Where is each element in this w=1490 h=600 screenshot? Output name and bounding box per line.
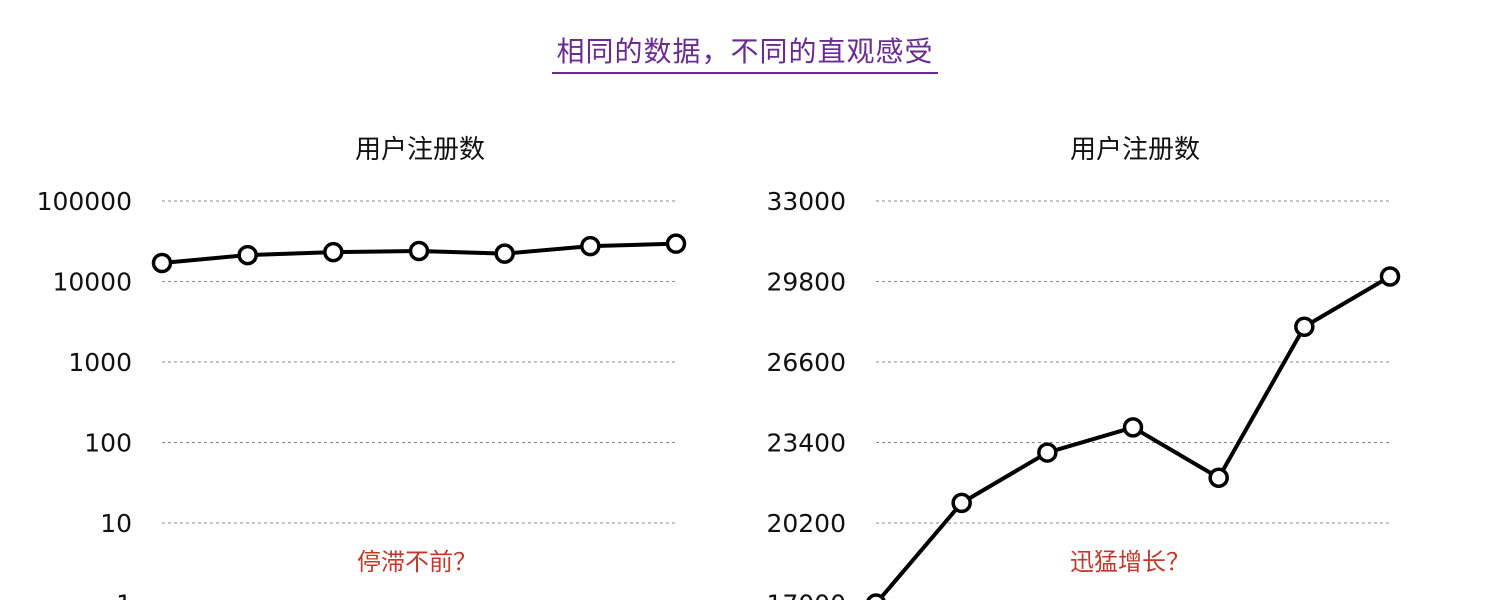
right-chart-linear: 用户注册数 迅猛增长？ 17000 20200 23400 26600 29800 330… [766, 135, 1401, 600]
right-y-tick-label: 26600 [766, 348, 846, 377]
right-data-point [866, 593, 886, 600]
right-data-point [951, 492, 972, 514]
left-data-point [494, 243, 515, 264]
left-data-point [580, 235, 601, 257]
right-data-point [1122, 417, 1144, 438]
right-chart-annotation: 迅猛增长？ [1070, 548, 1190, 576]
right-y-tick-label: 20200 [766, 509, 846, 538]
right-data-point [1379, 266, 1401, 287]
right-y-tick-label: 17000 [766, 590, 846, 600]
left-y-tick-label: 10000 [52, 268, 132, 297]
left-y-tick-label: 100000 [37, 187, 132, 216]
right-y-tick-label: 33000 [766, 187, 846, 216]
right-chart-title: 用户注册数 [1070, 135, 1200, 165]
left-data-point [408, 240, 430, 262]
right-data-point [1037, 442, 1058, 463]
left-data-point [237, 244, 258, 266]
main-title: 相同的数据，不同的直观感受 [552, 30, 938, 74]
left-y-tick-label: 100 [84, 429, 132, 458]
right-data-point [1208, 467, 1229, 488]
left-data-point [665, 233, 687, 254]
main-title-wrap: 相同的数据，不同的直观感受 [0, 30, 1490, 74]
right-data-point [1294, 316, 1315, 338]
left-chart-title: 用户注册数 [355, 135, 485, 165]
left-y-tick-label: 10 [100, 509, 132, 538]
right-y-tick-label: 29800 [766, 268, 846, 297]
left-data-point [151, 252, 173, 274]
left-y-tick-label: 1 [116, 590, 132, 600]
right-y-tick-label: 23400 [766, 429, 846, 458]
left-chart-annotation: 停滞不前？ [357, 548, 477, 576]
left-y-tick-label: 1000 [68, 348, 132, 377]
left-chart-log: 用户注册数 停滞不前？ 1 10 100 1000 10000 100000 [37, 135, 687, 600]
left-data-point [323, 241, 344, 263]
